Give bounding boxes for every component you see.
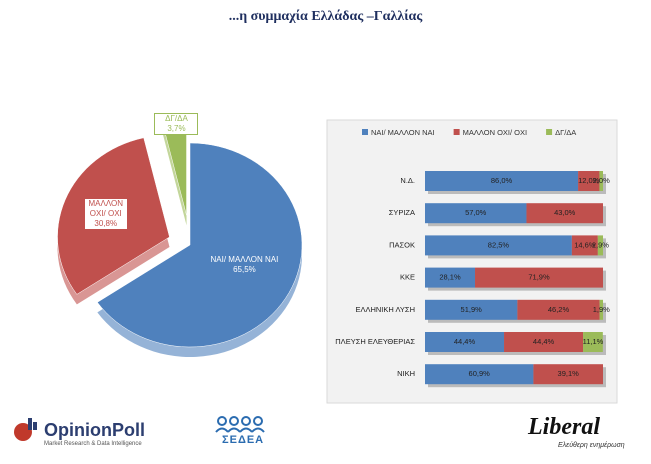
value-label: 2,0% bbox=[593, 176, 610, 185]
value-label: 60,9% bbox=[469, 369, 491, 378]
liberal-tagline: Ελεύθερη ενημέρωση bbox=[558, 442, 625, 449]
pie-category-label: ΜΑΛΛΟΝ ΟΧΙ/ ΟΧΙ bbox=[88, 199, 124, 219]
category-label: ΚΚΕ bbox=[400, 273, 415, 282]
bar-segment bbox=[583, 332, 603, 352]
category-label: Ν.Δ. bbox=[400, 176, 415, 185]
pie-label: ΔΓ/ΔΑ 3,7% bbox=[154, 113, 199, 136]
opinionpoll-tagline: Market Research & Data Intelligence bbox=[44, 441, 142, 447]
bar-segment bbox=[425, 235, 572, 256]
legend-label: ΔΓ/ΔΑ bbox=[555, 128, 576, 137]
opinionpoll-icon bbox=[12, 416, 38, 442]
pie-value-label: 30,8% bbox=[94, 219, 118, 229]
legend-label: ΜΑΛΛΟΝ ΟΧΙ/ ΟΧΙ bbox=[463, 128, 527, 137]
pie-category-label: ΔΓ/ΔΑ bbox=[165, 114, 188, 124]
bar-segment bbox=[526, 203, 603, 224]
value-label: 11,1% bbox=[583, 337, 604, 346]
pie-slice bbox=[97, 142, 303, 348]
bar-segment bbox=[425, 203, 527, 224]
pie-value-label: 3,7% bbox=[167, 124, 186, 134]
liberal-logo: Liberal bbox=[528, 414, 600, 440]
legend-label: ΝΑΙ/ ΜΑΛΛΟΝ ΝΑΙ bbox=[371, 128, 435, 137]
category-label: ΣΥΡΙΖΑ bbox=[389, 208, 415, 217]
bar-segment bbox=[599, 171, 603, 191]
bar-segment bbox=[533, 364, 603, 385]
value-label: 1,9% bbox=[593, 305, 610, 314]
value-label: 12,0% bbox=[578, 176, 600, 185]
bar-segment bbox=[425, 299, 518, 320]
value-label: 57,0% bbox=[465, 208, 487, 217]
bar-segment bbox=[425, 171, 579, 191]
bar-segment bbox=[425, 332, 505, 352]
bar-segment bbox=[578, 171, 600, 191]
category-label: ΕΛΛΗΝΙΚΗ ΛΥΣΗ bbox=[355, 305, 415, 314]
bar-segment bbox=[425, 267, 476, 288]
value-label: 86,0% bbox=[491, 176, 513, 185]
opinionpoll-logo: OpinionPoll bbox=[44, 420, 145, 440]
value-label: 39,1% bbox=[558, 369, 580, 378]
category-label: ΠΑΣΟΚ bbox=[389, 240, 415, 249]
bar-segment bbox=[517, 299, 600, 320]
value-label: 46,2% bbox=[548, 305, 570, 314]
legend-swatch bbox=[546, 129, 553, 135]
bar-segment bbox=[599, 299, 603, 320]
category-label: ΝΙΚΗ bbox=[397, 369, 415, 378]
value-label: 82,5% bbox=[488, 240, 510, 249]
bar-segment bbox=[425, 364, 534, 385]
legend-swatch bbox=[362, 129, 368, 135]
pie-category-label: ΝΑΙ/ ΜΑΛΛΟΝ ΝΑΙ bbox=[210, 255, 279, 265]
category-label: ΠΛΕΥΣΗ ΕΛΕΥΘΕΡΙΑΣ bbox=[335, 337, 415, 346]
pie-label: ΝΑΙ/ ΜΑΛΛΟΝ ΝΑΙ 65,5% bbox=[209, 255, 279, 275]
value-label: 2,9% bbox=[592, 240, 609, 249]
sedea-icon-svg bbox=[215, 416, 265, 433]
pie-value-label: 65,5% bbox=[233, 265, 256, 275]
page-title: ...η συμμαχία Ελλάδας –Γαλλίας bbox=[228, 9, 423, 24]
sedea-logo: ΣΕΔΕΑ bbox=[222, 434, 265, 446]
legend-swatch bbox=[453, 129, 460, 135]
pie-label: ΜΑΛΛΟΝ ΟΧΙ/ ΟΧΙ 30,8% bbox=[83, 198, 128, 231]
value-label: 43,0% bbox=[554, 208, 576, 217]
value-label: 44,4% bbox=[533, 337, 555, 346]
bar-segment bbox=[475, 267, 603, 288]
value-label: 14,6% bbox=[574, 240, 596, 249]
sedea-icon bbox=[210, 414, 270, 434]
bar-segment bbox=[571, 235, 598, 256]
value-label: 51,9% bbox=[461, 305, 483, 314]
value-label: 44,4% bbox=[454, 337, 476, 346]
bar-segment bbox=[597, 235, 603, 256]
value-label: 28,1% bbox=[439, 273, 461, 282]
bar-segment bbox=[504, 332, 584, 352]
value-label: 71,9% bbox=[528, 273, 550, 282]
opinionpoll-icon-svg bbox=[14, 418, 37, 441]
bar-panel bbox=[326, 119, 618, 404]
